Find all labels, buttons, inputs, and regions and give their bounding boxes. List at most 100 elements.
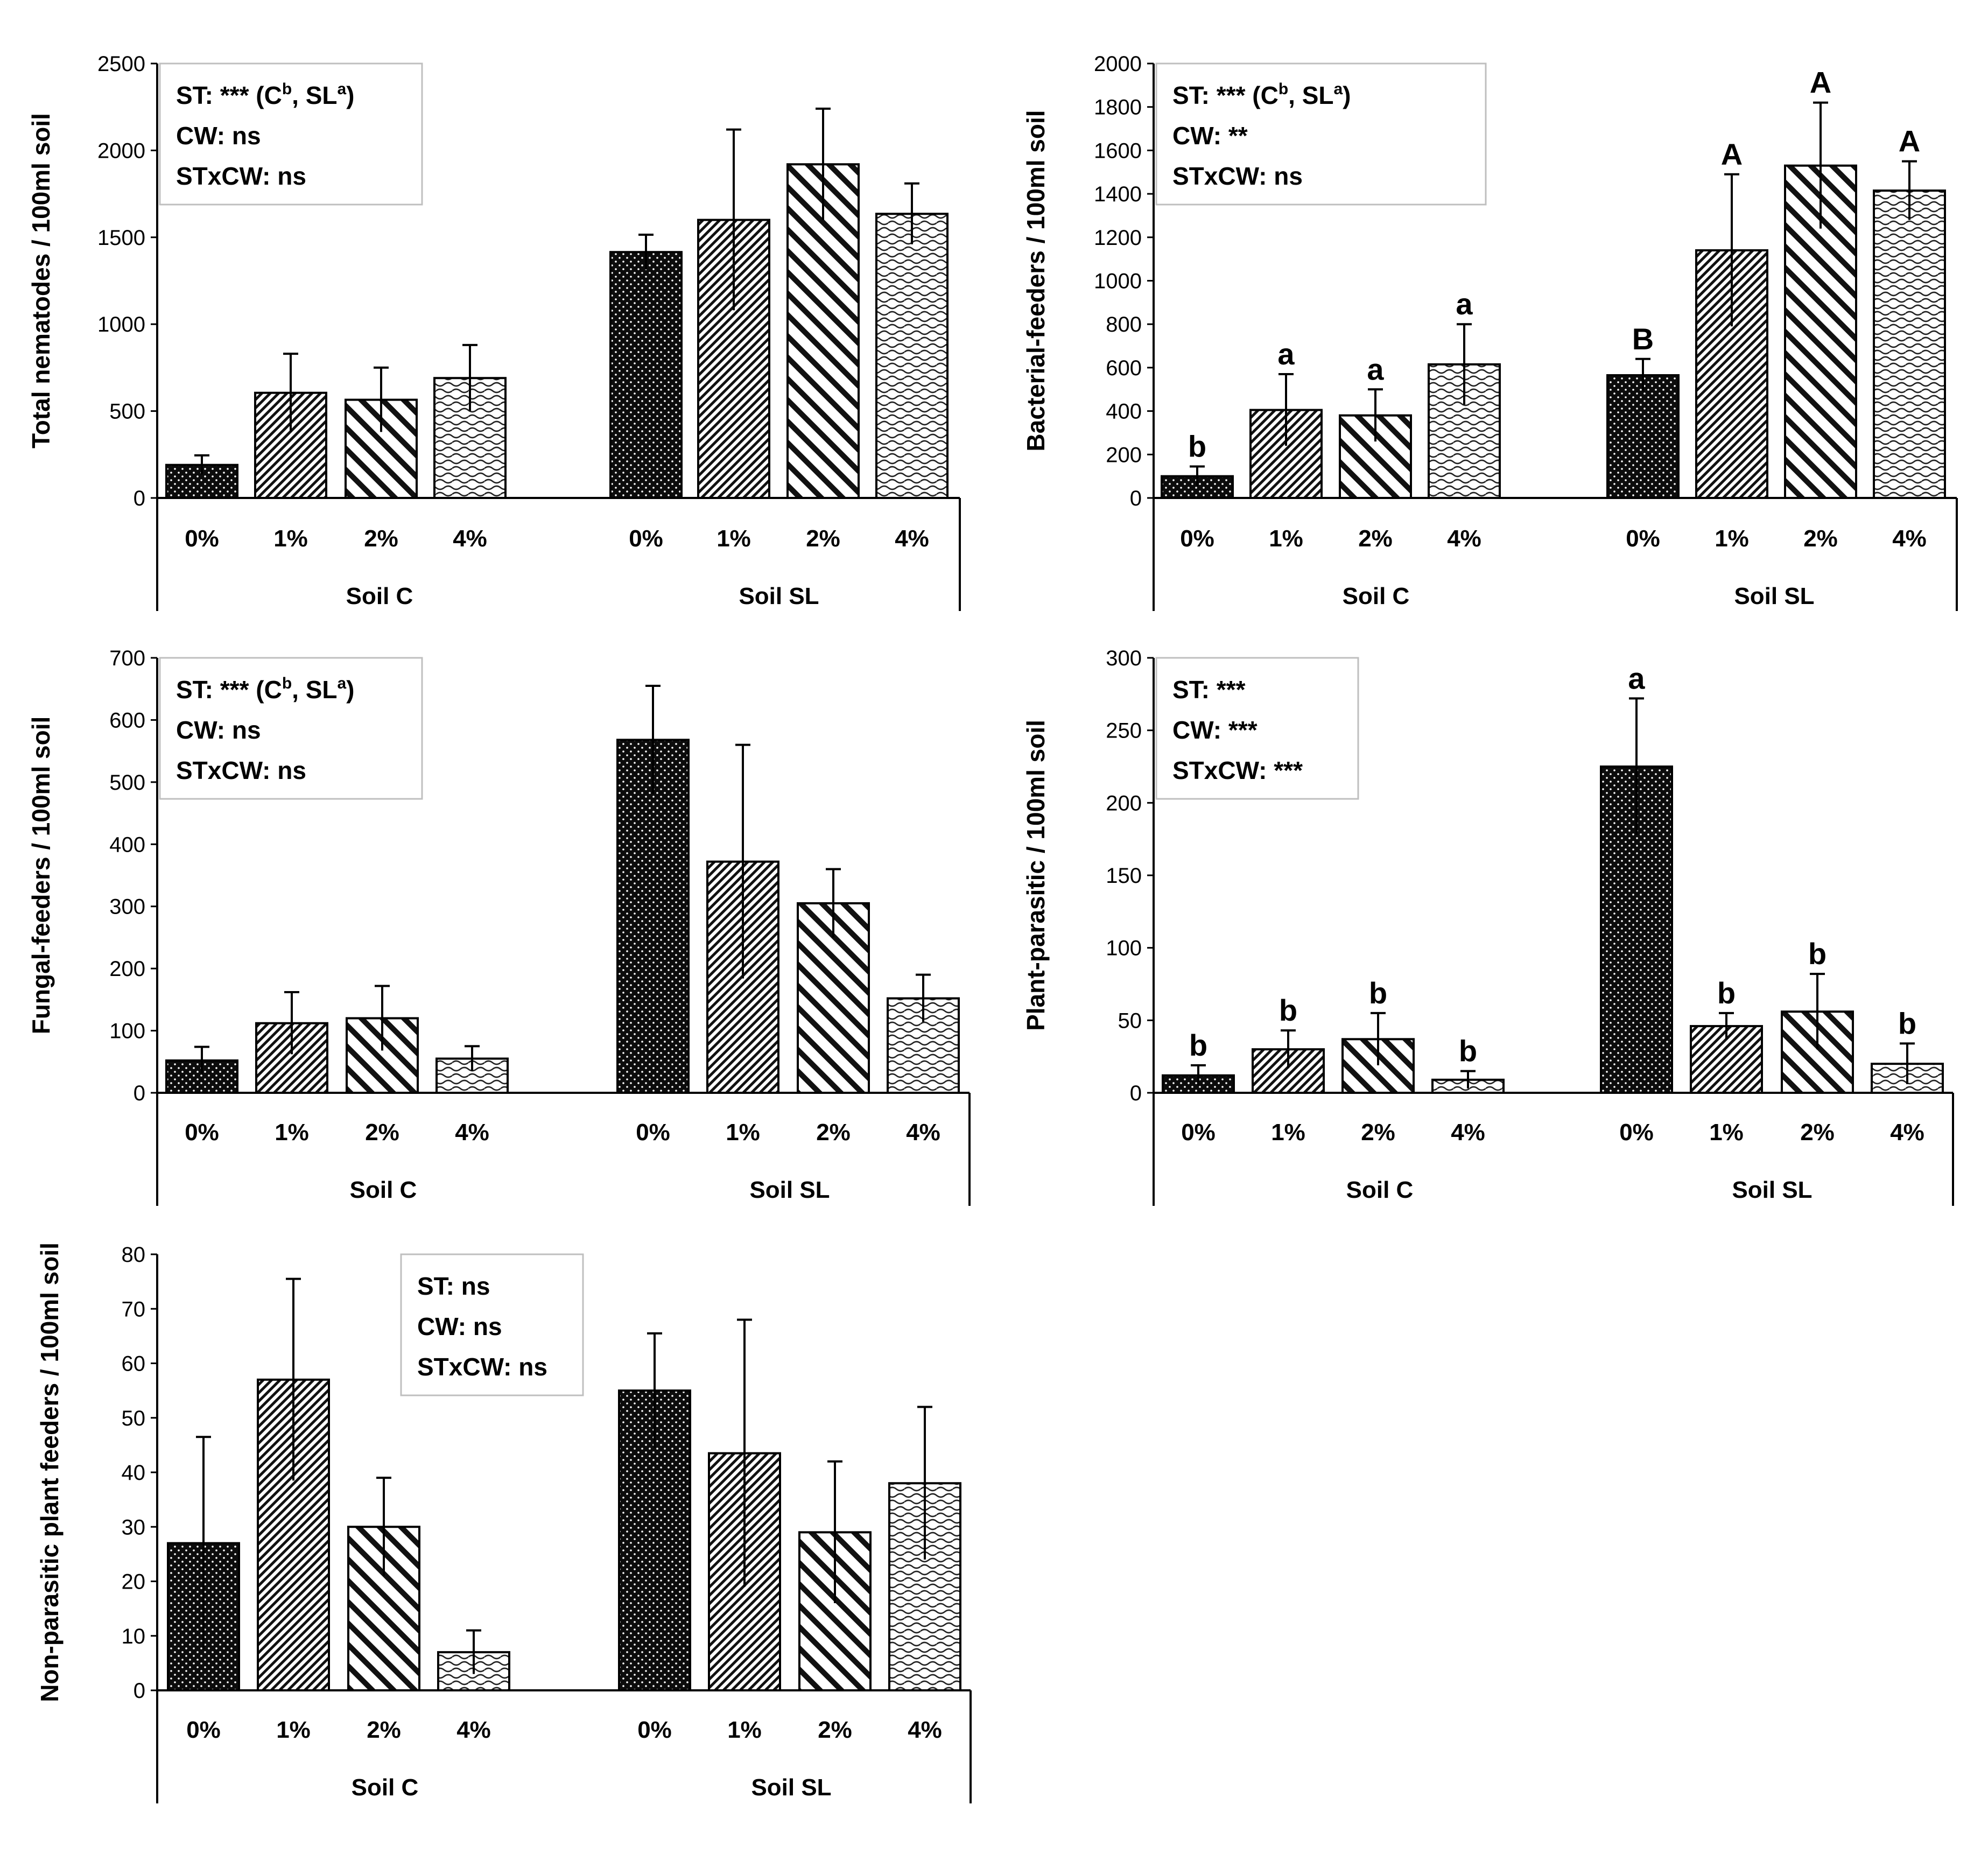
category-label: 1%	[276, 1717, 311, 1743]
chart-panel-4: 0 50 100 150 200 250 300 Plant-parasitic / 100m…	[1022, 647, 1954, 1206]
y-tick-label: 50	[1118, 1009, 1142, 1033]
group-label: Soil C	[1346, 1177, 1414, 1203]
category-label: 2%	[1361, 1119, 1395, 1146]
category-label: 4%	[1447, 525, 1481, 552]
significance-letter: b	[1717, 976, 1736, 1010]
category-label: 2%	[364, 525, 398, 552]
y-tick-label: 0	[1130, 1082, 1142, 1105]
y-tick-label: 10	[122, 1625, 146, 1648]
y-tick-label: 500	[109, 771, 145, 795]
stats-line: CW: ***	[1172, 716, 1258, 744]
category-label: 4%	[455, 1119, 489, 1146]
significance-letter: b	[1808, 937, 1827, 971]
stats-box	[1155, 62, 1487, 206]
significance-letter: A	[1899, 124, 1920, 158]
bar-soil-sl-0pct	[616, 739, 690, 1094]
stats-line: STxCW: ns	[1172, 162, 1303, 190]
stats-box	[159, 62, 423, 206]
bar-soil-sl-4pct	[875, 213, 949, 499]
category-label: 4%	[456, 1717, 491, 1743]
y-tick-label: 30	[122, 1515, 146, 1539]
y-tick-label: 1500	[97, 226, 145, 250]
category-label: 1%	[275, 1119, 309, 1146]
group-label: Soil C	[1343, 583, 1410, 609]
category-label: 1%	[1715, 525, 1749, 552]
significance-letter: a	[1628, 661, 1645, 695]
category-label: 0%	[1180, 525, 1214, 552]
bar-soil-sl-0pct	[609, 251, 683, 499]
y-tick-label: 2000	[97, 139, 145, 163]
significance-letter: b	[1189, 1028, 1207, 1062]
category-label: 4%	[908, 1717, 942, 1743]
category-label: 2%	[816, 1119, 851, 1146]
group-label: Soil SL	[1732, 1177, 1812, 1203]
y-axis-label: Fungal-feeders / 100ml soil	[27, 717, 55, 1035]
stats-line: CW: **	[1172, 122, 1248, 150]
stats-line: CW: ns	[176, 716, 261, 744]
y-tick-label: 1400	[1094, 182, 1142, 206]
stats-line: ST: ***	[1172, 676, 1246, 704]
significance-letter: B	[1632, 322, 1654, 356]
stats-box	[159, 657, 423, 800]
category-label: 1%	[273, 525, 308, 552]
y-tick-label: 250	[1106, 719, 1142, 743]
chart-panel-3: 0 100 200 300 400 500 600 700 Fungal-feeders / 1…	[27, 647, 971, 1206]
y-tick-label: 1200	[1094, 226, 1142, 250]
y-tick-label: 40	[122, 1461, 146, 1485]
group-label: Soil SL	[751, 1774, 831, 1801]
category-label: 0%	[1181, 1119, 1216, 1146]
y-tick-label: 500	[109, 400, 145, 424]
significance-letter: b	[1369, 976, 1387, 1010]
significance-letter: b	[1459, 1034, 1477, 1068]
chart-panel-5: 0 10 20 30 40 50 60 70 80 Non-parasitic plant fee…	[36, 1242, 972, 1803]
stats-line: STxCW: ***	[1172, 756, 1303, 784]
y-tick-label: 80	[122, 1243, 146, 1267]
y-tick-label: 0	[134, 1082, 145, 1105]
y-tick-label: 1000	[1094, 270, 1142, 293]
category-label: 1%	[1271, 1119, 1305, 1146]
stats-line: STxCW: ns	[417, 1353, 547, 1381]
y-tick-label: 1000	[97, 313, 145, 336]
y-tick-label: 400	[109, 833, 145, 856]
significance-letter: b	[1279, 993, 1297, 1027]
y-axis-label: Plant-parasitic / 100ml soil	[1022, 720, 1050, 1031]
bar-soil-c-0pct	[1161, 475, 1234, 500]
category-label: 4%	[1890, 1119, 1924, 1146]
category-label: 2%	[1358, 525, 1393, 552]
y-tick-label: 200	[1106, 791, 1142, 815]
y-tick-label: 300	[1106, 647, 1142, 670]
y-tick-label: 700	[109, 647, 145, 670]
significance-letter: A	[1810, 66, 1831, 100]
category-label: 2%	[818, 1717, 852, 1743]
category-label: 4%	[906, 1119, 940, 1146]
y-tick-label: 1600	[1094, 139, 1142, 163]
category-label: 2%	[365, 1119, 399, 1146]
y-tick-label: 150	[1106, 864, 1142, 888]
significance-letter: b	[1898, 1006, 1916, 1040]
chart-panel-1: 0 500 1000 1500 2000 2500 Total nematodes / 10…	[27, 52, 961, 611]
y-tick-label: 100	[1106, 937, 1142, 960]
y-tick-label: 800	[1106, 313, 1142, 336]
y-tick-label: 200	[109, 957, 145, 981]
category-label: 1%	[726, 1119, 760, 1146]
significance-letter: A	[1721, 137, 1743, 171]
y-tick-label: 0	[134, 487, 145, 510]
stats-line: STxCW: ns	[176, 756, 306, 784]
stats-line: ST: ns	[417, 1272, 490, 1300]
bar-soil-c-1pct	[257, 1378, 330, 1691]
y-tick-label: 600	[1106, 356, 1142, 380]
category-label: 1%	[727, 1717, 762, 1743]
category-label: 0%	[185, 1119, 219, 1146]
stats-line: STxCW: ns	[176, 162, 306, 190]
category-label: 4%	[1892, 525, 1927, 552]
stats-line: ST: *** (Cb, SLa)	[1172, 80, 1351, 109]
category-label: 2%	[367, 1717, 401, 1743]
group-label: Soil C	[352, 1774, 419, 1801]
y-tick-label: 0	[134, 1679, 145, 1703]
y-tick-label: 300	[109, 895, 145, 919]
y-axis-label: Total nematodes / 100ml soil	[27, 113, 55, 448]
stats-line: CW: ns	[417, 1312, 502, 1340]
category-label: 4%	[453, 525, 487, 552]
category-label: 2%	[1803, 525, 1838, 552]
category-label: 4%	[1451, 1119, 1485, 1146]
